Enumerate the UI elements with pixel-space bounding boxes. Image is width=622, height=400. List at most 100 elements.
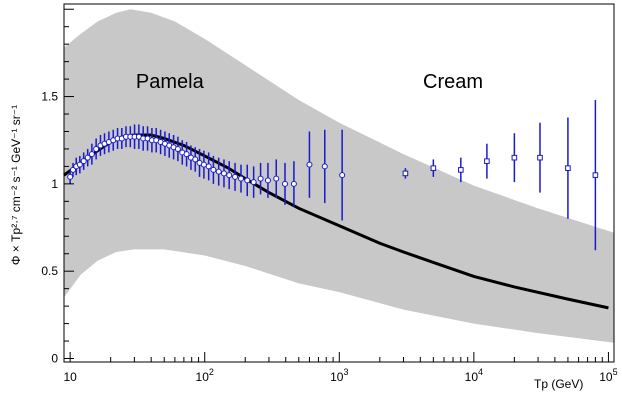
x-tick-label-1: 102 <box>196 367 214 384</box>
x-tick-label-0: 10 <box>63 370 77 384</box>
pamela-point-37 <box>226 161 233 190</box>
circle-marker <box>215 168 222 175</box>
pamela-point-9 <box>101 133 108 155</box>
pamela-point-7 <box>93 138 100 160</box>
x-tick-label-2: 103 <box>330 367 348 384</box>
cream-point-2 <box>458 157 464 183</box>
circle-marker <box>321 163 328 170</box>
square-marker <box>430 165 437 171</box>
circle-marker <box>88 151 95 158</box>
y-tick-label-1: 0.5 <box>41 264 58 278</box>
circle-marker <box>174 145 181 152</box>
pamela-point-5 <box>84 148 91 167</box>
square-marker <box>484 158 490 164</box>
circle-marker <box>257 175 264 182</box>
y-axis-label: Φ × Tp²·⁷ cm⁻² s⁻¹ GeV⁻¹ sr⁻¹ <box>9 105 23 265</box>
band-layer <box>64 9 614 343</box>
pamela-point-6 <box>88 143 95 165</box>
cream-point-5 <box>537 122 543 193</box>
square-marker <box>565 165 571 171</box>
pamela-point-12 <box>114 127 121 149</box>
series-layer <box>63 100 609 310</box>
square-marker <box>537 154 543 161</box>
cream-point-1 <box>430 159 437 177</box>
annotation-pamela: Pamela <box>136 71 205 93</box>
pamela-point-17 <box>135 124 142 149</box>
pamela-point-47 <box>306 131 313 198</box>
circle-marker <box>232 173 239 180</box>
circle-marker <box>205 163 212 170</box>
pamela-point-3 <box>76 155 83 174</box>
circle-marker <box>192 156 199 163</box>
y-tick-label-0: 0 <box>51 352 58 366</box>
pamela-point-44 <box>273 159 280 198</box>
cream-point-3 <box>484 143 490 179</box>
circle-marker <box>264 177 271 184</box>
circle-marker <box>339 172 346 179</box>
cream-point-4 <box>511 133 518 183</box>
circle-marker <box>244 177 251 184</box>
circle-marker <box>200 161 207 168</box>
pamela-point-34 <box>210 155 217 184</box>
pamela-point-39 <box>237 164 244 193</box>
circle-marker <box>306 161 313 168</box>
pamela-point-49 <box>339 129 346 221</box>
pamela-point-38 <box>232 162 239 191</box>
pamela-point-23 <box>161 131 168 156</box>
y-tick-label-2: 1 <box>51 177 58 191</box>
square-marker <box>458 167 464 173</box>
circle-marker <box>273 175 280 182</box>
pamela-point-21 <box>153 127 160 153</box>
pamela-point-43 <box>264 162 271 198</box>
axis-layer <box>63 3 615 363</box>
pamela-point-40 <box>244 164 251 197</box>
circle-marker <box>210 166 217 173</box>
circle-marker <box>237 175 244 182</box>
pamela-point-45 <box>282 162 289 205</box>
cream-point-7 <box>592 100 599 251</box>
pamela-point-4 <box>80 152 87 170</box>
circle-marker <box>93 145 100 152</box>
pamela-point-35 <box>215 157 222 186</box>
y-tick-label-3: 1.5 <box>41 90 58 104</box>
pamela-point-26 <box>174 136 181 162</box>
pamela-point-14 <box>122 126 129 148</box>
pamela-point-36 <box>220 159 227 188</box>
square-marker <box>402 170 409 177</box>
pamela-point-29 <box>187 145 194 170</box>
uncertainty-band <box>64 9 614 343</box>
pamela-point-10 <box>105 131 112 153</box>
circle-marker <box>282 180 289 187</box>
pamela-point-27 <box>179 140 186 165</box>
cream-point-6 <box>565 117 571 219</box>
circle-marker <box>76 161 83 168</box>
pamela-point-30 <box>192 147 199 172</box>
pamela-point-46 <box>290 161 297 207</box>
square-marker <box>511 154 518 161</box>
square-marker <box>592 172 599 178</box>
text-layer: Tp (GeV) Φ × Tp²·⁷ cm⁻² s⁻¹ GeV⁻¹ sr⁻¹ 1… <box>9 71 618 391</box>
circle-marker <box>80 158 87 165</box>
circle-marker <box>226 172 233 179</box>
pamela-point-28 <box>183 141 190 167</box>
pamela-point-41 <box>250 166 257 198</box>
pamela-point-48 <box>321 129 328 204</box>
circle-marker <box>67 173 74 180</box>
pamela-point-24 <box>166 133 173 158</box>
x-tick-label-4: 105 <box>599 367 617 384</box>
pamela-point-16 <box>131 124 138 149</box>
pamela-point-42 <box>257 162 264 195</box>
circle-marker <box>220 170 227 177</box>
pamela-point-15 <box>127 126 134 148</box>
x-axis-label: Tp (GeV) <box>534 377 583 391</box>
cream-point-0 <box>402 168 409 179</box>
circle-marker <box>183 151 190 158</box>
pamela-point-33 <box>205 152 212 181</box>
circle-marker <box>250 179 257 186</box>
pamela-point-20 <box>148 127 155 153</box>
x-tick-label-3: 104 <box>465 367 483 384</box>
circle-marker <box>84 154 91 161</box>
circle-marker <box>290 180 297 187</box>
pamela-point-25 <box>170 134 177 160</box>
